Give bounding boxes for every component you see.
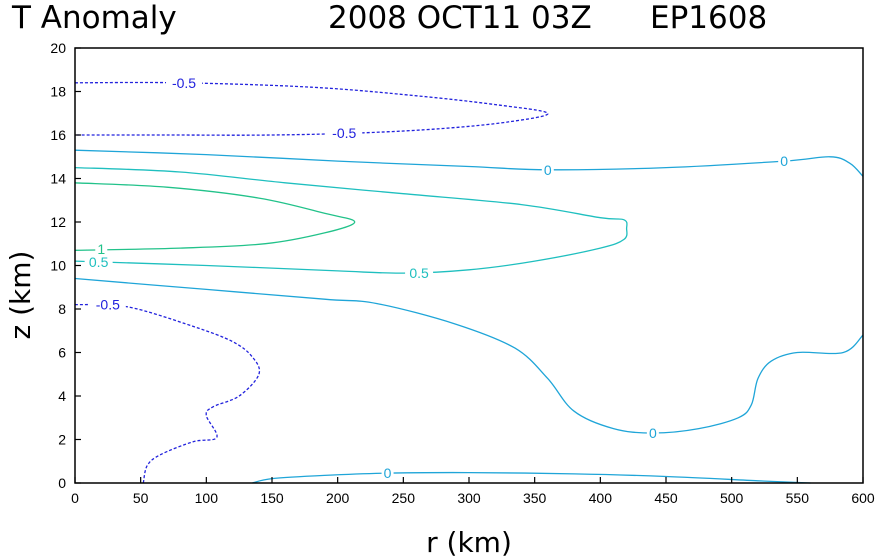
contour-line-level-0 [252,471,811,484]
x-tick-label: 500 [720,490,744,506]
y-tick-label: 4 [58,388,66,404]
y-tick-label: 2 [58,432,66,448]
y-tick-label: 18 [50,84,66,100]
y-tick-label: 12 [50,214,66,230]
x-tick-label: 200 [326,490,350,506]
x-tick-label: 150 [260,490,284,506]
chart-date: 2008 OCT11 03Z [328,0,592,36]
y-tick-label: 20 [50,40,66,56]
x-tick-label: 0 [71,490,79,506]
contour-label: 1 [97,241,105,257]
contour-label-background [166,74,203,91]
contour-line-level-0 [74,277,864,434]
contour-line-level-neg0p5 [74,303,261,484]
x-tick-label: 350 [523,490,547,506]
contour-label: -0.5 [96,297,120,313]
x-tick-label: 250 [392,490,416,506]
contour-label: 0 [649,425,657,441]
axis-ticks: 0 50 100 150 200 250 300 350 400 450 500 550 6000246… [50,40,874,506]
contour-label: -0.5 [172,75,196,91]
contour-label: 0 [544,162,552,178]
contour-label: 0.5 [89,254,109,270]
contour-line-level-0 [74,149,864,177]
contour-label-background [381,465,394,482]
contour-label-background [405,265,434,282]
contour-label-background [95,241,108,258]
contour-line-level-0p5 [74,166,628,274]
x-tick-label: 450 [654,490,678,506]
x-tick-label: 400 [589,490,613,506]
contour-label-background [89,296,126,313]
chart-storm-id: EP1608 [650,0,767,36]
contour-label: 0.5 [409,265,429,281]
y-tick-label: 8 [58,301,66,317]
x-tick-label: 50 [133,490,149,506]
y-tick-label: 6 [58,345,66,361]
contour-label-background [646,424,659,441]
contour-line-level-1 [74,182,356,251]
contour-label: -0.5 [332,125,356,141]
x-tick-label: 550 [786,490,810,506]
contour-label-background [84,254,113,271]
contour-label: 0 [780,153,788,169]
x-tick-label: 300 [457,490,481,506]
y-tick-label: 0 [58,475,66,491]
x-tick-label: 600 [851,490,875,506]
contour-line-level-neg0p5 [74,81,549,136]
chart-title: T Anomaly [11,0,177,36]
y-tick-label: 10 [50,258,66,274]
x-axis-label: r (km) [426,526,512,558]
contour-label-background [326,124,363,141]
y-axis-label: z (km) [4,251,37,340]
contour-label-background [541,161,554,178]
x-tick-label: 100 [195,490,219,506]
plot-frame [74,47,864,484]
y-tick-label: 14 [50,171,66,187]
y-tick-label: 16 [50,127,66,143]
contour-label-background [778,153,791,170]
contour-label: 0 [384,465,392,481]
